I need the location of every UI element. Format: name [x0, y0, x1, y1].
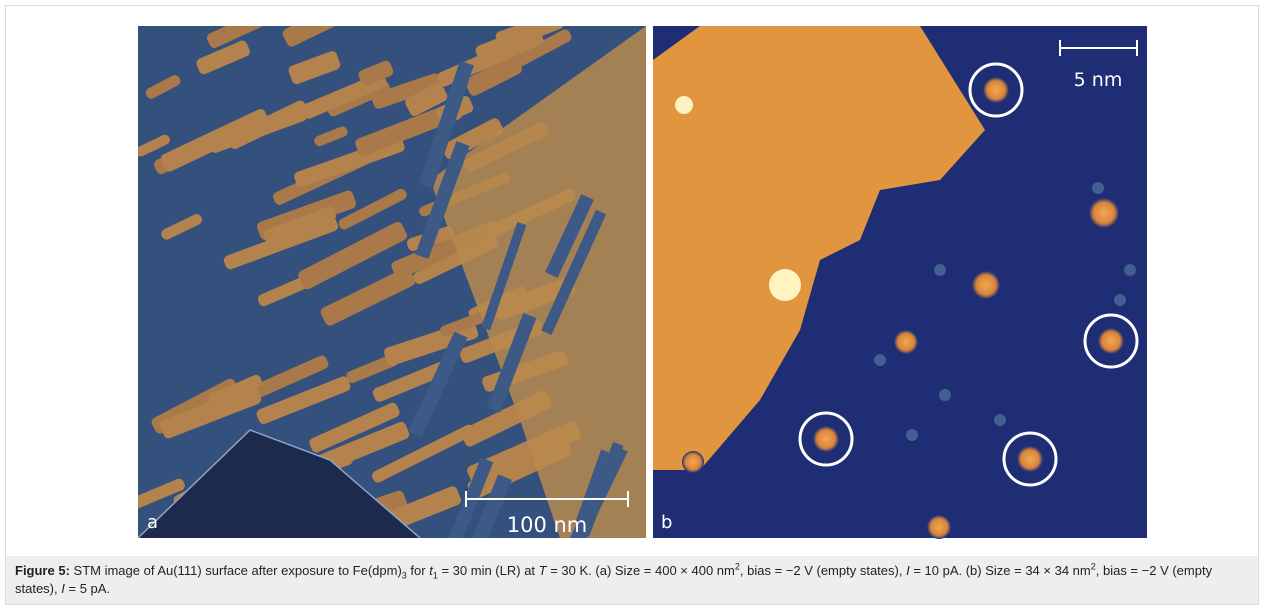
texture [574, 449, 610, 527]
molecule [1089, 198, 1119, 228]
caption-text: T [538, 563, 547, 578]
caption-text: = 5 pA. [64, 581, 111, 596]
caption-text: STM image of Au(111) surface after expos… [69, 563, 402, 578]
texture [206, 26, 276, 49]
texture [434, 457, 494, 538]
caption-text: = 10 pA. (b) Size = 34 × 34 nm [909, 563, 1091, 578]
molecule [906, 429, 918, 441]
caption-label: Figure 5: [15, 563, 70, 578]
caption-text: I [906, 563, 910, 578]
texture [481, 221, 527, 331]
texture [338, 188, 407, 230]
texture [282, 226, 318, 247]
texture [309, 402, 400, 453]
panel-label: a [147, 512, 158, 533]
texture [263, 206, 336, 245]
texture [160, 109, 270, 172]
caption-text: 1 [432, 570, 438, 581]
texture [196, 40, 250, 75]
texture [419, 60, 474, 189]
texture [138, 134, 170, 157]
caption-text: = 30 K. (a) Size = 400 × 400 nm [546, 563, 735, 578]
texture [455, 474, 512, 538]
caption-text: , bias = −2 V (empty states), [739, 563, 907, 578]
caption: Figure 5: STM image of Au(111) surface a… [6, 556, 1258, 604]
molecule [1098, 328, 1124, 354]
caption-text: = 30 min (LR) at [437, 563, 539, 578]
molecule [972, 271, 1000, 299]
texture [288, 51, 341, 85]
texture [145, 75, 181, 99]
panel-a-image [138, 26, 646, 538]
texture [160, 385, 262, 439]
molecule [682, 451, 704, 473]
caption-text: 2 [734, 561, 740, 572]
texture [408, 331, 468, 438]
texture [372, 361, 448, 402]
texture [282, 26, 371, 47]
caption-text: for [406, 563, 430, 578]
panel-label: b [661, 512, 672, 533]
scale-bar-label: 5 nm [1074, 69, 1123, 91]
molecule [1124, 264, 1136, 276]
texture [509, 29, 572, 69]
texture [575, 442, 624, 538]
texture [314, 126, 348, 147]
texture [358, 60, 394, 86]
texture [256, 376, 351, 424]
texture [346, 354, 398, 384]
texture [465, 56, 522, 96]
molecule [934, 264, 946, 276]
texture [355, 101, 463, 156]
molecule [1017, 446, 1043, 472]
texture [320, 267, 416, 326]
molecule [813, 426, 839, 452]
adsorbates [682, 77, 1136, 539]
molecule [1114, 294, 1126, 306]
scale-bar-label: 100 nm [507, 513, 588, 537]
circle-markers [798, 62, 1139, 487]
molecule [874, 354, 886, 366]
panel-b-image [653, 26, 1147, 538]
texture [541, 209, 607, 336]
figure: 100 nm 5 nm a b [138, 26, 1147, 539]
molecule [983, 77, 1009, 103]
molecule [994, 414, 1006, 426]
texture [138, 478, 185, 509]
molecule [894, 330, 918, 354]
caption-text: 3 [401, 570, 407, 581]
scale-bars [465, 40, 1138, 507]
texture [545, 194, 594, 278]
figure-frame [5, 5, 1259, 605]
caption-text: 2 [1090, 561, 1096, 572]
texture [371, 73, 442, 109]
molecule [1092, 182, 1104, 194]
texture [372, 424, 475, 483]
texture [161, 214, 203, 240]
texture [486, 312, 537, 413]
texture [298, 221, 408, 290]
molecule [939, 389, 951, 401]
caption-text: I [61, 581, 65, 596]
texture [415, 141, 470, 260]
caption-text: , bias = −2 V (empty states), [15, 563, 1213, 596]
caption-text: t [429, 563, 433, 578]
texture [405, 83, 448, 116]
molecule [927, 515, 951, 539]
